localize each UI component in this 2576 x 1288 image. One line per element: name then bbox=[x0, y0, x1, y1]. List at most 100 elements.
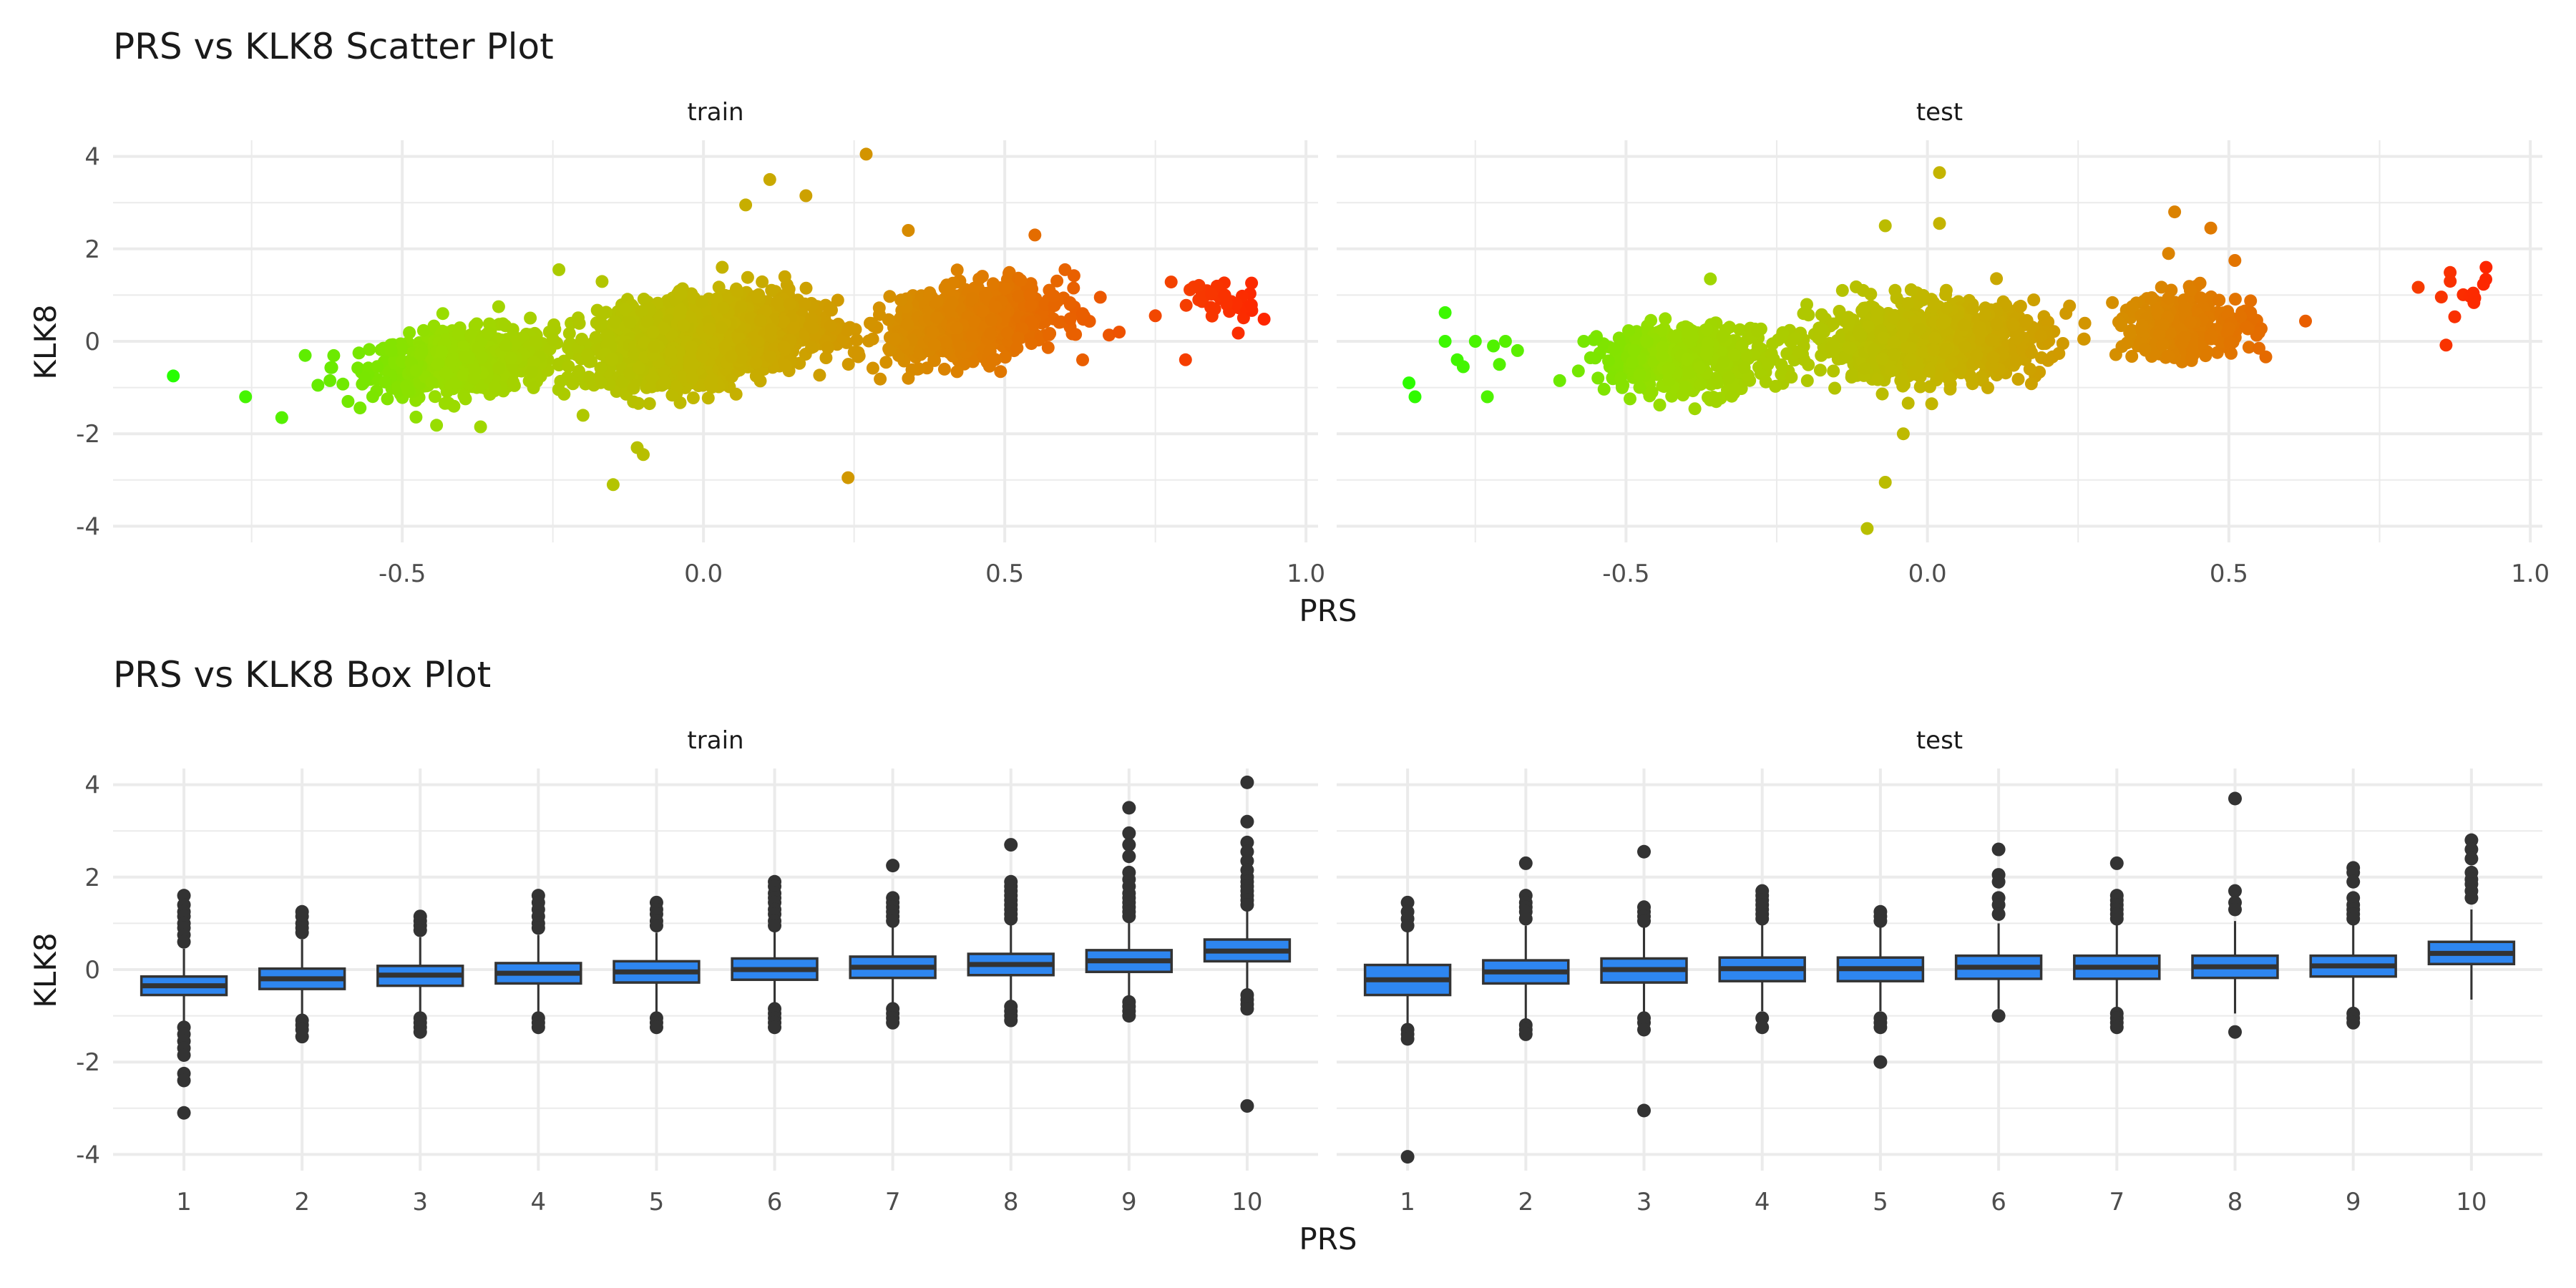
scatter-point bbox=[594, 376, 608, 389]
scatter-point bbox=[841, 324, 854, 338]
scatter-point bbox=[431, 357, 445, 371]
scatter-point bbox=[1076, 307, 1089, 321]
scatter-point bbox=[1680, 353, 1694, 366]
scatter-point bbox=[823, 301, 836, 314]
scatter-point bbox=[1093, 291, 1107, 304]
scatter-point bbox=[1076, 353, 1089, 366]
scatter-point bbox=[1737, 361, 1751, 374]
scatter-point bbox=[1722, 371, 1736, 384]
scatter-point bbox=[384, 344, 398, 358]
scatter-point bbox=[945, 296, 959, 309]
scatter-point bbox=[457, 369, 470, 382]
scatter-point bbox=[403, 326, 416, 339]
scatter-point bbox=[2052, 347, 2066, 360]
scatter-point bbox=[635, 305, 648, 318]
scatter-point bbox=[749, 369, 763, 383]
scatter-point bbox=[1970, 348, 1984, 362]
scatter-point bbox=[2027, 293, 2041, 307]
scatter-point bbox=[1682, 366, 1695, 379]
scatter-point bbox=[710, 292, 723, 306]
scatter-point bbox=[627, 381, 640, 395]
scatter-point bbox=[1855, 303, 1869, 317]
scatter-point bbox=[658, 375, 671, 389]
scatter-point bbox=[686, 391, 700, 404]
scatter-point bbox=[1942, 371, 1956, 384]
scatter-point bbox=[685, 340, 698, 353]
scatter-point bbox=[1655, 349, 1669, 363]
scatter-point bbox=[984, 327, 997, 340]
scatter-point bbox=[324, 361, 338, 374]
scatter-point bbox=[735, 343, 748, 356]
scatter-point bbox=[1965, 372, 1979, 386]
scatter-point bbox=[371, 360, 384, 374]
scatter-point bbox=[841, 471, 855, 484]
scatter-point bbox=[819, 351, 833, 364]
scatter-point bbox=[507, 376, 520, 389]
x-tick-label: 0.5 bbox=[985, 560, 1024, 588]
scatter-point bbox=[467, 371, 481, 385]
scatter-point bbox=[1179, 298, 1193, 312]
scatter-point bbox=[527, 356, 541, 369]
x-tick-label: 0.0 bbox=[684, 560, 723, 588]
scatter-point bbox=[1897, 318, 1911, 332]
scatter-point bbox=[763, 172, 776, 186]
scatter-point bbox=[1645, 386, 1659, 399]
scatter-point bbox=[1927, 298, 1941, 311]
scatter-point bbox=[1827, 364, 1840, 378]
scatter-point bbox=[1608, 342, 1621, 356]
scatter-point bbox=[1622, 324, 1635, 338]
scatter-point bbox=[637, 448, 650, 462]
scatter-point bbox=[986, 277, 1000, 291]
scatter-point bbox=[482, 326, 495, 340]
scatter-point bbox=[1640, 335, 1654, 348]
scatter-point bbox=[554, 374, 567, 388]
scatter-point bbox=[1597, 382, 1611, 396]
y-tick-label: 2 bbox=[84, 235, 100, 264]
scatter-point bbox=[1614, 371, 1627, 385]
scatter-point bbox=[798, 297, 811, 311]
scatter-point bbox=[2034, 329, 2048, 343]
scatter-point bbox=[683, 361, 696, 374]
scatter-point bbox=[1041, 341, 1055, 354]
scatter-point bbox=[1856, 283, 1870, 297]
scatter-point bbox=[1923, 364, 1937, 378]
scatter-point bbox=[525, 365, 539, 379]
scatter-point bbox=[706, 374, 718, 387]
scatter-point bbox=[1693, 361, 1707, 374]
scatter-point bbox=[648, 340, 660, 353]
scatter-point bbox=[1923, 380, 1936, 394]
scatter-point bbox=[1775, 331, 1788, 343]
scatter-point bbox=[741, 270, 754, 284]
scatter-point bbox=[416, 323, 430, 337]
scatter-point bbox=[1589, 351, 1602, 365]
scatter-point bbox=[938, 281, 952, 295]
scatter-point bbox=[1245, 276, 1259, 290]
scatter-point bbox=[1012, 290, 1025, 303]
scatter-point bbox=[576, 409, 590, 422]
scatter-point bbox=[1945, 356, 1958, 369]
scatter-point bbox=[749, 356, 763, 369]
scatter-point bbox=[1244, 298, 1258, 312]
scatter-point bbox=[1966, 302, 1980, 316]
scatter-point bbox=[643, 397, 656, 411]
scatter-point bbox=[1979, 308, 1992, 321]
scatter-point bbox=[1148, 309, 1162, 323]
scatter-point bbox=[1701, 336, 1714, 350]
y-tick-label: 0 bbox=[84, 328, 100, 356]
scatter-point bbox=[414, 347, 427, 361]
scatter-point bbox=[677, 319, 691, 332]
scatter-point bbox=[786, 321, 800, 335]
x-tick-label: -0.5 bbox=[379, 560, 426, 588]
scatter-point bbox=[716, 260, 729, 274]
scatter-point bbox=[1633, 381, 1646, 394]
scatter-point bbox=[527, 381, 540, 394]
scatter-point bbox=[474, 420, 487, 434]
scatter-point bbox=[975, 270, 989, 283]
scatter-point bbox=[1688, 402, 1702, 416]
scatter-point bbox=[777, 341, 791, 354]
scatter-point bbox=[409, 364, 423, 377]
scatter-point bbox=[492, 361, 506, 375]
